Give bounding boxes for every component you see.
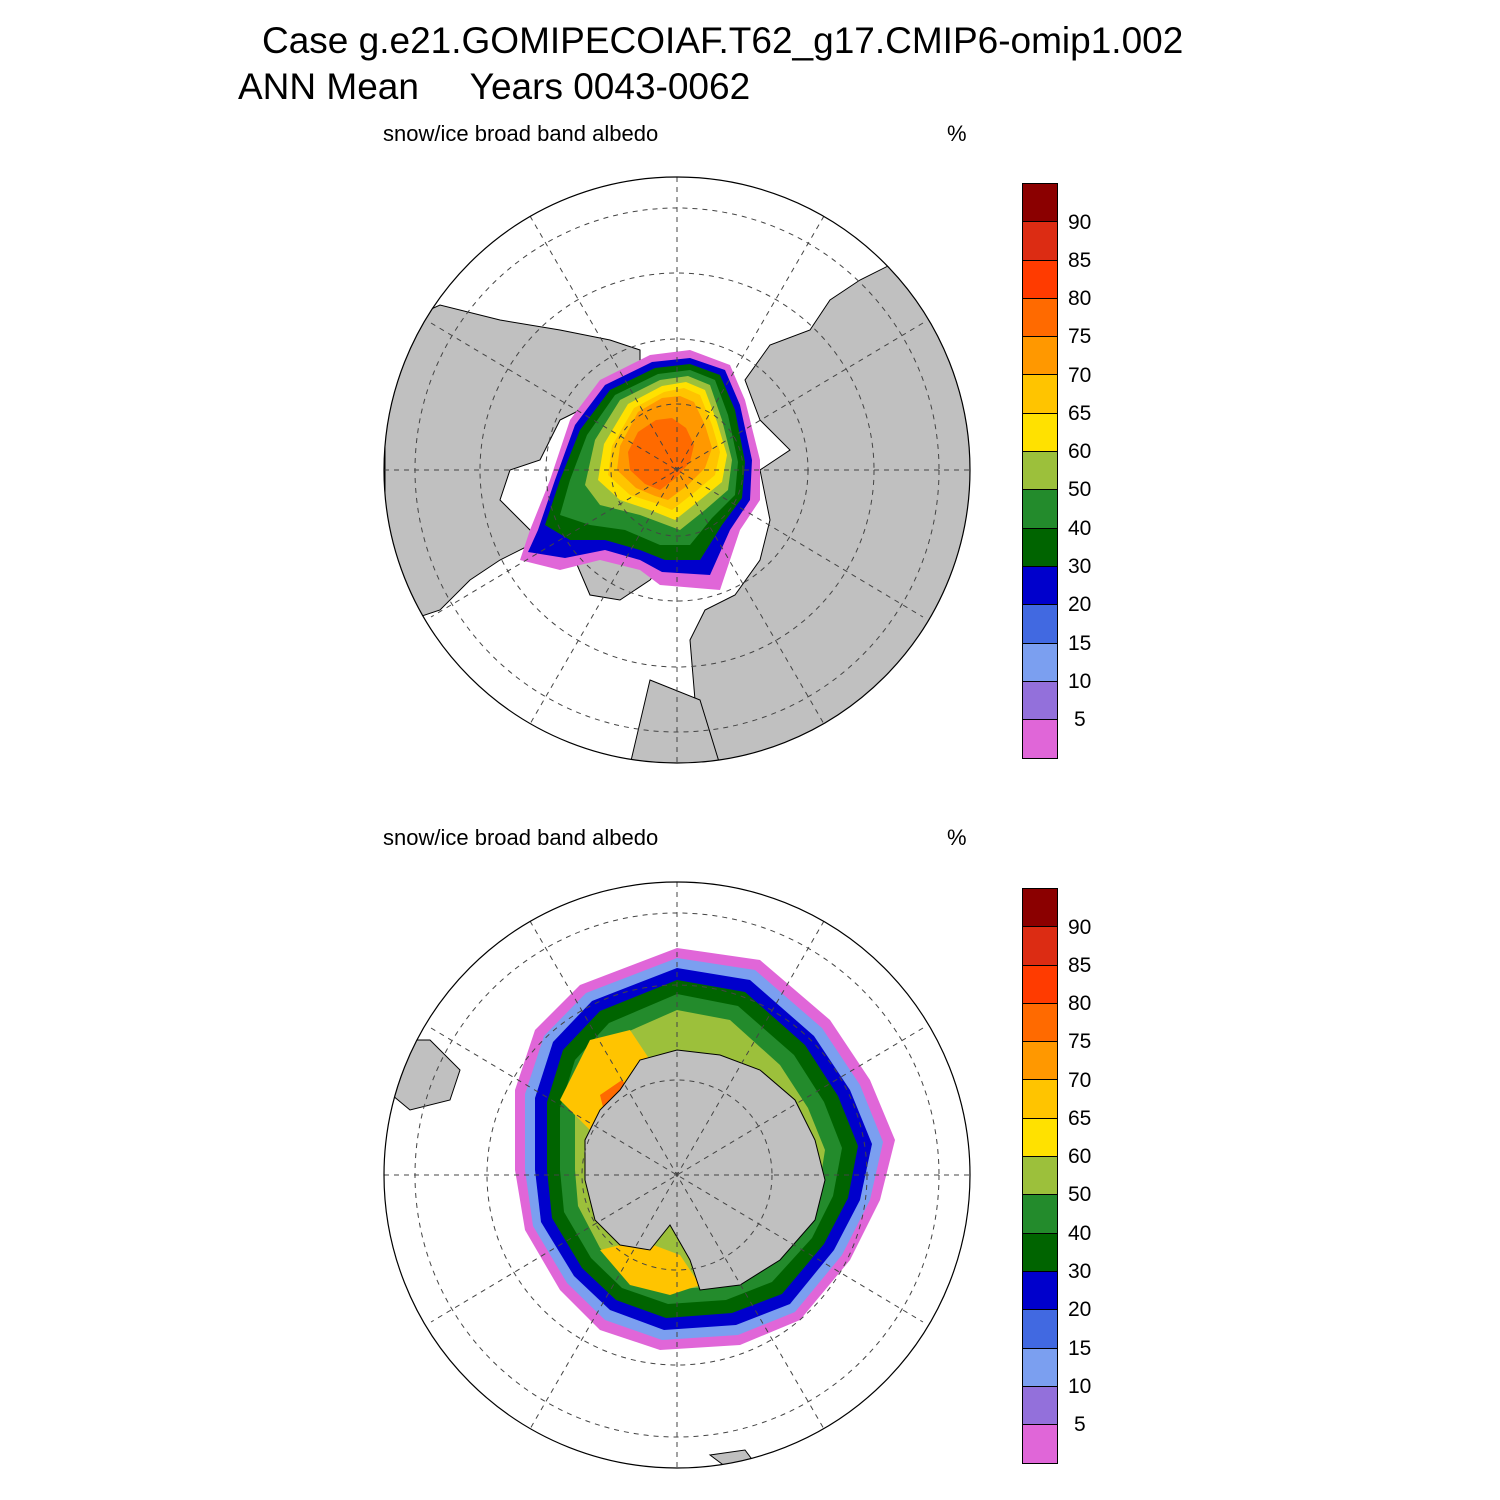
south-colorbar-tick-label: 10 <box>1068 1375 1092 1398</box>
south-colorbar-cell <box>1023 1271 1057 1311</box>
north-colorbar-tick-label: 65 <box>1068 402 1092 425</box>
south-colorbar-cell <box>1023 1310 1057 1349</box>
north-colorbar-cell <box>1023 643 1057 682</box>
north-colorbar-cell <box>1023 605 1057 644</box>
north-colorbar-tick-label: 85 <box>1068 249 1092 272</box>
north-colorbar-tick-label: 30 <box>1068 555 1092 578</box>
south-colorbar-cell <box>1023 1195 1057 1234</box>
north-colorbar-tick-label: 90 <box>1068 211 1092 234</box>
south-colorbar-cell <box>1023 1233 1057 1272</box>
south-colorbar-tick-label: 75 <box>1068 1030 1092 1053</box>
south-colorbar-cell <box>1023 927 1057 966</box>
south-colorbar-tick-label: 85 <box>1068 954 1092 977</box>
south-colorbar-cell <box>1023 1118 1057 1158</box>
south-colorbar-tick-label: 90 <box>1068 916 1092 939</box>
north-colorbar-cell <box>1023 452 1057 491</box>
south-colorbar-cell <box>1023 965 1057 1004</box>
figure-title-case: Case g.e21.GOMIPECOIAF.T62_g17.CMIP6-omi… <box>262 20 1184 61</box>
north-colorbar <box>1022 183 1058 760</box>
north-colorbar-cell <box>1023 528 1057 567</box>
figure-title-period: ANN Mean Years 0043-0062 <box>238 66 751 107</box>
south-colorbar-cell <box>1023 1425 1057 1464</box>
south-colorbar-tick-label: 15 <box>1068 1337 1092 1360</box>
north-graticule <box>384 177 970 763</box>
north-colorbar-tick-label: 15 <box>1068 632 1092 655</box>
south-graticule <box>384 882 970 1468</box>
north-ice-75 <box>628 418 694 490</box>
south-colorbar-tick-label: 40 <box>1068 1222 1092 1245</box>
north-colorbar-tick-label: 75 <box>1068 325 1092 348</box>
north-colorbar-tick-label: 70 <box>1068 364 1092 387</box>
north-colorbar-tick-label: 40 <box>1068 517 1092 540</box>
north-landmass-north-america <box>384 304 641 621</box>
north-colorbar-tick-label: 50 <box>1068 478 1092 501</box>
north-polar-map <box>384 177 970 763</box>
south-colorbar-cell <box>1023 1080 1057 1119</box>
south-colorbar-cell <box>1023 1003 1057 1043</box>
south-map-border <box>383 881 971 1469</box>
south-ice-65-ross <box>560 1030 650 1130</box>
south-colorbar-tick-label: 30 <box>1068 1260 1092 1283</box>
south-polar-map <box>384 882 970 1468</box>
south-colorbar-tick-label: 20 <box>1068 1298 1092 1321</box>
south-colorbar-cell <box>1023 1042 1057 1081</box>
south-colorbar-cell <box>1023 889 1057 928</box>
north-colorbar-cell <box>1023 566 1057 606</box>
north-colorbar-cell <box>1023 222 1057 261</box>
north-colorbar-cell <box>1023 413 1057 453</box>
south-panel-units-label: % <box>947 825 967 850</box>
south-colorbar-tick-label: 70 <box>1068 1069 1092 1092</box>
south-colorbar-tick-label: 80 <box>1068 992 1092 1015</box>
north-colorbar-cell <box>1023 337 1057 376</box>
south-colorbar <box>1022 888 1058 1465</box>
south-colorbar-tick-label: 60 <box>1068 1145 1092 1168</box>
south-ice-65-weddell <box>600 1240 700 1295</box>
north-colorbar-cell <box>1023 375 1057 414</box>
south-landmass-antarctica <box>584 1049 826 1291</box>
south-colorbar-cell <box>1023 1348 1057 1387</box>
north-colorbar-cell <box>1023 720 1057 759</box>
north-colorbar-cell <box>1023 490 1057 529</box>
north-panel-units-label: % <box>947 121 967 146</box>
south-colorbar-cell <box>1023 1386 1057 1426</box>
north-colorbar-cell <box>1023 260 1057 299</box>
north-map-border <box>383 176 971 764</box>
north-panel-variable-label: snow/ice broad band albedo <box>383 121 659 146</box>
north-colorbar-tick-label: 20 <box>1068 593 1092 616</box>
south-colorbar-tick-label: 65 <box>1068 1107 1092 1130</box>
north-colorbar-tick-label: 60 <box>1068 440 1092 463</box>
south-colorbar-cell <box>1023 1157 1057 1196</box>
north-colorbar-cell <box>1023 681 1057 721</box>
north-colorbar-cell <box>1023 184 1057 223</box>
north-landmass-africa <box>629 679 721 763</box>
north-colorbar-tick-label: 80 <box>1068 287 1092 310</box>
south-colorbar-tick-label: 50 <box>1068 1183 1092 1206</box>
south-colorbar-tick-label: 5 <box>1074 1413 1086 1436</box>
north-colorbar-tick-label: 10 <box>1068 670 1092 693</box>
north-colorbar-cell <box>1023 298 1057 338</box>
south-panel-variable-label: snow/ice broad band albedo <box>383 825 659 850</box>
north-landmass-eurasia <box>689 259 970 761</box>
north-colorbar-tick-label: 5 <box>1074 708 1086 731</box>
